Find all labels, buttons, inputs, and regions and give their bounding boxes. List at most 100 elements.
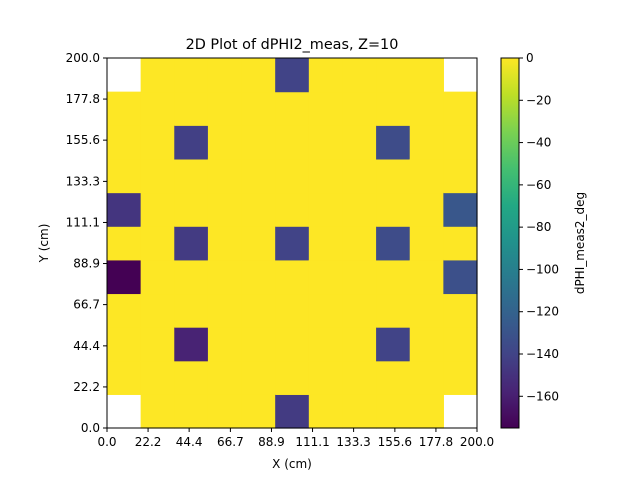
- heatmap-cell: [275, 158, 310, 194]
- heatmap-cell: [275, 125, 310, 160]
- heatmap-cell-highlight: [107, 259, 142, 295]
- x-axis-label: X (cm): [272, 457, 312, 471]
- x-axis-ticks: 0.0 22.2 44.4 66.7 88.9 111.1 133.3 155.6 177.8 2…: [97, 428, 494, 449]
- heatmap-cell: [241, 226, 276, 261]
- heatmap-cell-highlight: [107, 192, 142, 227]
- colorbar-tick-label: −100: [526, 262, 559, 276]
- x-tick-label: 155.6: [378, 435, 412, 449]
- heatmap-cell: [140, 192, 175, 227]
- heatmap-cell: [241, 360, 276, 395]
- heatmap-cell: [140, 226, 175, 261]
- heatmap-cell: [140, 293, 175, 328]
- heatmap-cell: [308, 293, 344, 328]
- heatmap-cell: [409, 58, 444, 93]
- heatmap-cell: [376, 158, 411, 194]
- x-tick-label: 177.8: [419, 435, 453, 449]
- heatmap-cell-highlight: [376, 125, 411, 160]
- heatmap-cell-highlight: [376, 226, 411, 261]
- heatmap-cell: [376, 58, 411, 93]
- heatmap-cell: [241, 91, 276, 126]
- y-tick-label: 111.1: [66, 215, 100, 229]
- heatmap-cell: [140, 125, 175, 160]
- heatmap-cell: [275, 192, 310, 227]
- heatmap-cell: [409, 394, 444, 429]
- heatmap-cell: [308, 259, 344, 295]
- colorbar-tick-label: −60: [526, 178, 551, 192]
- heatmap-cell-highlight: [275, 58, 310, 93]
- heatmap-cell: [207, 158, 243, 194]
- heatmap-cell: [174, 293, 209, 328]
- heatmap-cell: [140, 91, 175, 126]
- y-tick-label: 44.4: [73, 339, 100, 353]
- heatmap-cell: [140, 327, 175, 362]
- heatmap-cell: [207, 226, 243, 261]
- heatmap-cell: [443, 91, 478, 126]
- heatmap-cell: [107, 226, 142, 261]
- heatmap-cell: [207, 327, 243, 362]
- heatmap-cell: [308, 58, 344, 93]
- heatmap-cell: [107, 91, 142, 126]
- colorbar-ticks: 0 −20 −40 −60 −80 −100 −120 −140 −160: [519, 51, 559, 403]
- heatmap-cell: [376, 293, 411, 328]
- heatmap-cell: [241, 327, 276, 362]
- chart-title: 2D Plot of dPHI2_meas, Z=10: [186, 37, 399, 53]
- y-tick-label: 200.0: [66, 51, 100, 65]
- heatmap-cell: [342, 259, 377, 295]
- x-tick-label: 0.0: [97, 435, 116, 449]
- heatmap-cell: [443, 125, 478, 160]
- heatmap-cell: [275, 259, 310, 295]
- heatmap-cell: [409, 158, 444, 194]
- heatmap-cell: [107, 360, 142, 395]
- heatmap-cell: [376, 394, 411, 429]
- y-axis-label: Y (cm): [37, 224, 51, 264]
- heatmap-cell: [376, 91, 411, 126]
- heatmap-cell: [342, 226, 377, 261]
- heatmap-cell: [376, 192, 411, 227]
- colorbar: [500, 57, 520, 429]
- heatmap-cell: [376, 360, 411, 395]
- heatmap-cell: [207, 58, 243, 93]
- colorbar-label: dPHI_meas2_deg: [573, 192, 587, 294]
- heatmap-cell: [308, 394, 344, 429]
- heatmap-cell-highlight: [443, 192, 478, 227]
- heatmap-cell: [308, 91, 344, 126]
- heatmap-cell: [140, 360, 175, 395]
- heatmap-cell: [308, 226, 344, 261]
- heatmap-cell-highlight: [275, 394, 310, 429]
- heatmap-cell: [241, 158, 276, 194]
- heatmap-cell: [207, 192, 243, 227]
- heatmap-cell: [140, 158, 175, 194]
- heatmap-cell: [308, 327, 344, 362]
- colorbar-tick-label: −80: [526, 220, 551, 234]
- y-tick-label: 155.6: [66, 133, 100, 147]
- heatmap-cell: [140, 394, 175, 429]
- heatmap-cell: [275, 293, 310, 328]
- heatmap-cell: [342, 192, 377, 227]
- colorbar-tick-label: −40: [526, 136, 551, 150]
- heatmap-cell: [174, 91, 209, 126]
- heatmap-cell-highlight: [275, 226, 310, 261]
- heatmap-cell: [207, 394, 243, 429]
- colorbar-tick-label: −160: [526, 389, 559, 403]
- heatmap-cell: [308, 158, 344, 194]
- colorbar-tick-label: −120: [526, 305, 559, 319]
- heatmap-cell: [342, 327, 377, 362]
- heatmap-cell: [275, 327, 310, 362]
- colorbar-tick-label: 0: [526, 51, 534, 65]
- heatmap-cells: [107, 58, 478, 429]
- heatmap-cell: [207, 360, 243, 395]
- heatmap-cell: [241, 259, 276, 295]
- heatmap-cell: [409, 360, 444, 395]
- heatmap-cell: [308, 360, 344, 395]
- heatmap-cell: [207, 259, 243, 295]
- heatmap-cell-highlight: [376, 327, 411, 362]
- heatmap-cell: [342, 394, 377, 429]
- x-tick-label: 88.9: [258, 435, 285, 449]
- heatmap-cell: [241, 58, 276, 93]
- heatmap-cell: [342, 293, 377, 328]
- heatmap-cell: [207, 91, 243, 126]
- heatmap-cell: [409, 327, 444, 362]
- heatmap-cell: [443, 327, 478, 362]
- heatmap-cell-highlight: [174, 125, 209, 160]
